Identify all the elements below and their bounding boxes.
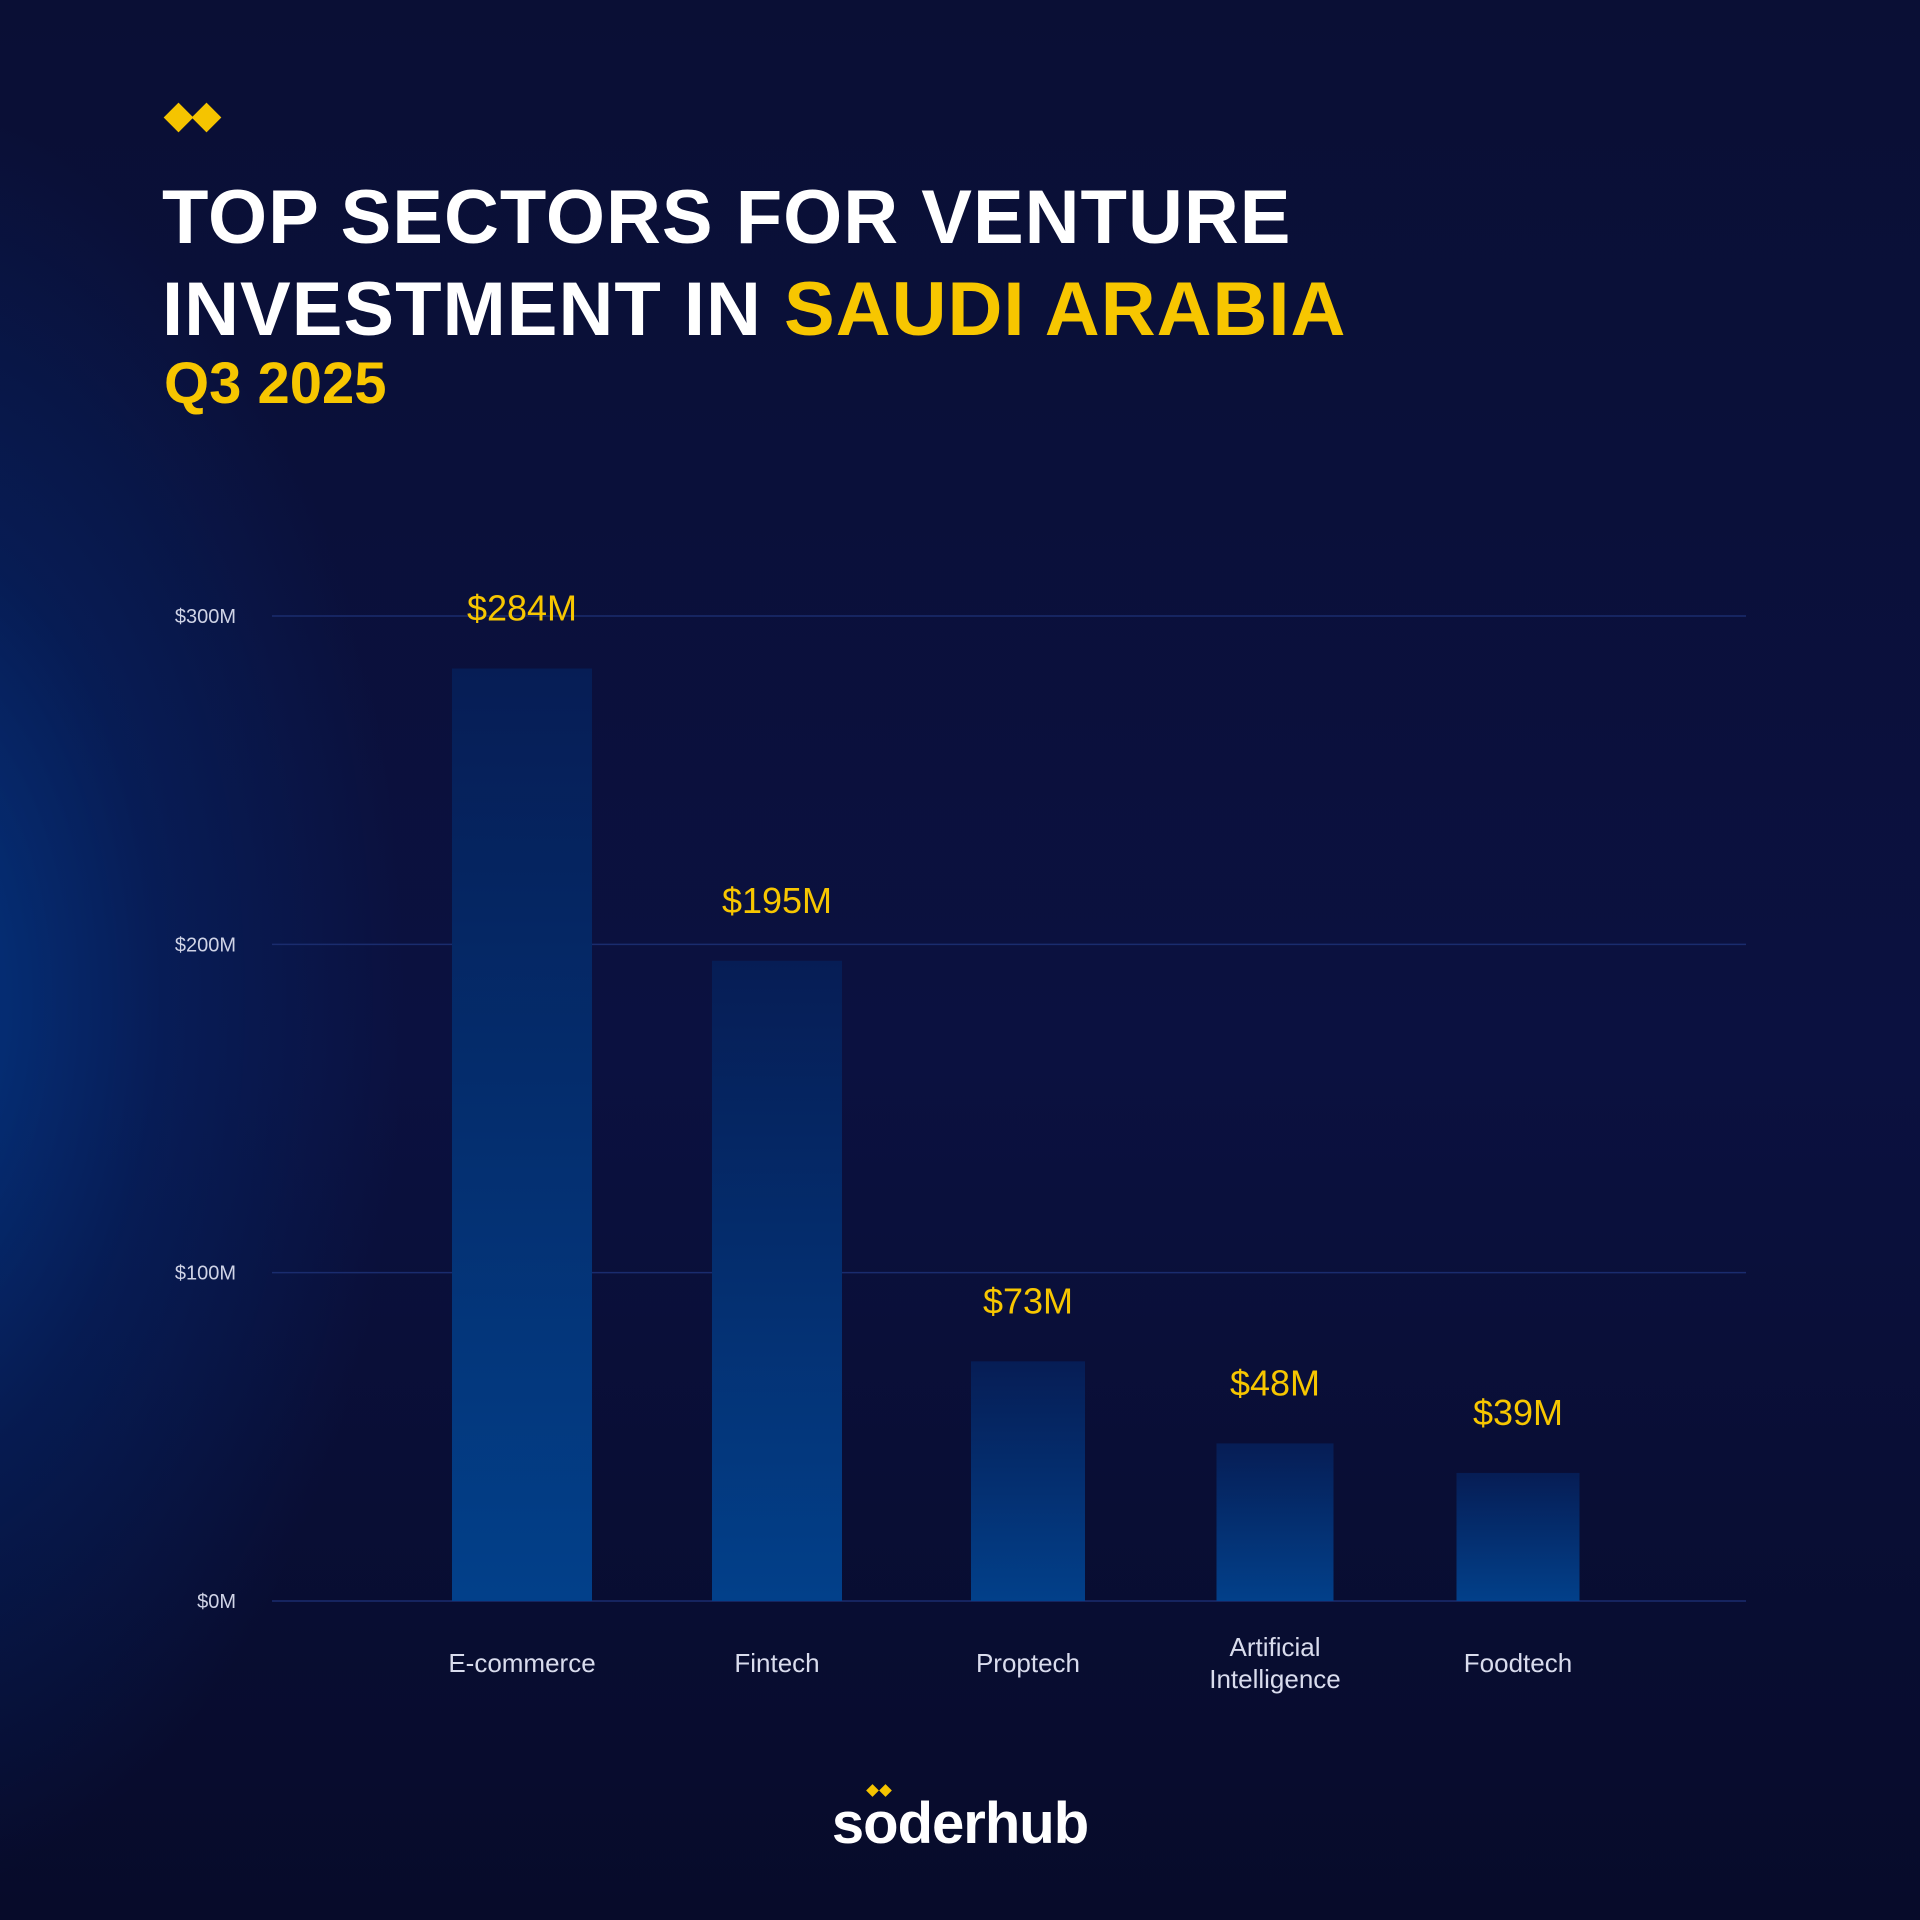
x-category-label: E-commerce — [448, 1648, 595, 1678]
brand-o-letter: o — [863, 1791, 898, 1856]
brand-suffix: derhub — [897, 1791, 1090, 1856]
bar — [1216, 1443, 1334, 1601]
brand-prefix: s — [831, 1791, 864, 1856]
x-category-label: Proptech — [976, 1648, 1080, 1678]
y-tick-label: $200M — [175, 934, 236, 956]
page-title: TOP SECTORS FOR VENTURE INVESTMENT IN SA… — [162, 172, 1346, 356]
bar — [712, 960, 842, 1601]
x-category-label: Artificial — [1229, 1632, 1320, 1662]
brand-o: o — [863, 1784, 899, 1857]
label-layer: $0M $100M $200M $300M $284M E-commerce $195M Fi… — [175, 588, 1572, 1694]
title-line-2-plain: INVESTMENT IN — [162, 267, 785, 352]
title-line-1: TOP SECTORS FOR VENTURE — [162, 175, 1292, 260]
x-category-label: Foodtech — [1464, 1648, 1572, 1678]
brand-logo: s oderhub — [0, 1784, 1920, 1857]
y-tick-label: $100M — [175, 1263, 236, 1285]
bar-layer — [452, 668, 1580, 1601]
page-subtitle: Q3 2025 — [164, 351, 387, 416]
data-label: $48M — [1230, 1362, 1320, 1403]
data-label: $195M — [722, 880, 832, 921]
data-label: $73M — [983, 1280, 1073, 1321]
bar — [1456, 1472, 1580, 1601]
title-line-2: INVESTMENT IN SAUDI ARABIA — [162, 264, 1346, 356]
y-tick-label: $0M — [197, 1591, 236, 1613]
bar — [452, 668, 592, 1601]
bar — [971, 1361, 1085, 1601]
title-accent-country: SAUDI ARABIA — [784, 267, 1347, 352]
x-category-label: Intelligence — [1209, 1664, 1341, 1694]
x-category-label: Fintech — [734, 1648, 819, 1678]
data-label: $39M — [1473, 1392, 1563, 1433]
brand-dots-icon — [866, 1784, 894, 1797]
data-label: $284M — [467, 588, 577, 629]
y-tick-label: $300M — [175, 606, 236, 628]
